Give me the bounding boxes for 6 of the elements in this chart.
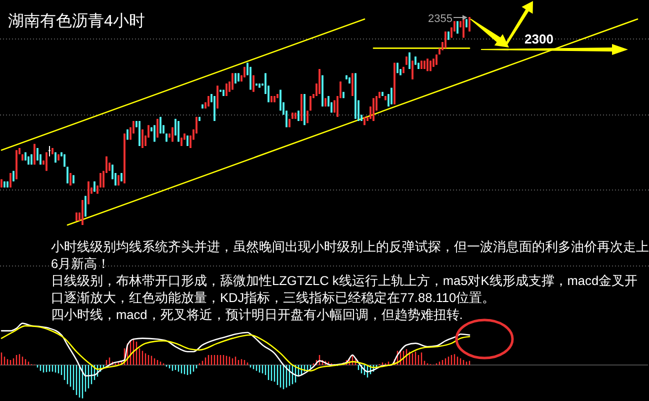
annotation: 2355 [428, 13, 452, 25]
text: 小时线级别均线系统齐头并进，虽然晚间出现小时级别上的反弹试探，但一波消息面的利多油价再次走上6月新高！ [51, 238, 649, 272]
chart-title: 湖南有色沥青4小时 [8, 12, 145, 30]
text: 日线级别，布林带开口形成，舔微加性LZGTZLC k线运行上轨上方，ma5对K线形成支撑，macd金叉开口逐渐放大，红色动能放量，KDJ指标，三线指标已经稳定在77.88.110位置。 [51, 272, 639, 306]
text: 四小时线，macd，死叉将近，预计明日开盘有小幅回调，但趋势难扭转. [51, 306, 464, 323]
annotation: 2300 [524, 32, 554, 46]
